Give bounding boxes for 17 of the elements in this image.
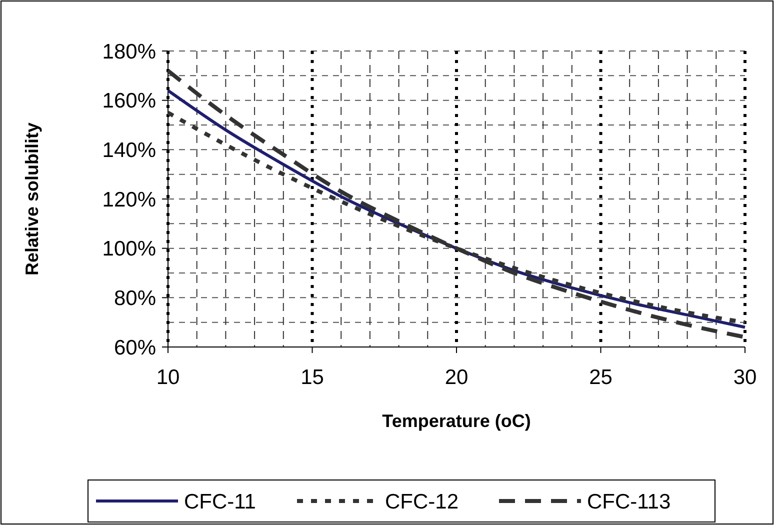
legend-label: CFC-113 — [587, 490, 671, 514]
y-tick-label: 120% — [102, 188, 156, 212]
x-axis-title: Temperature (oC) — [382, 411, 531, 431]
y-tick-label: 80% — [114, 287, 156, 310]
x-tick-label: 25 — [589, 366, 612, 389]
legend-label: CFC-11 — [184, 490, 256, 514]
y-tick-label: 100% — [102, 238, 156, 261]
y-axis-title: Relative solubility — [22, 122, 42, 276]
y-tick-label: 180% — [102, 40, 156, 64]
y-tick-label: 160% — [102, 90, 156, 113]
x-tick-label: 30 — [733, 366, 757, 389]
x-tick-label: 15 — [300, 366, 324, 389]
y-tick-label: 140% — [102, 139, 156, 162]
legend-label: CFC-12 — [385, 490, 459, 514]
y-tick-label: 60% — [114, 336, 156, 360]
x-tick-label: 10 — [156, 366, 180, 389]
x-tick-label: 20 — [444, 366, 468, 389]
